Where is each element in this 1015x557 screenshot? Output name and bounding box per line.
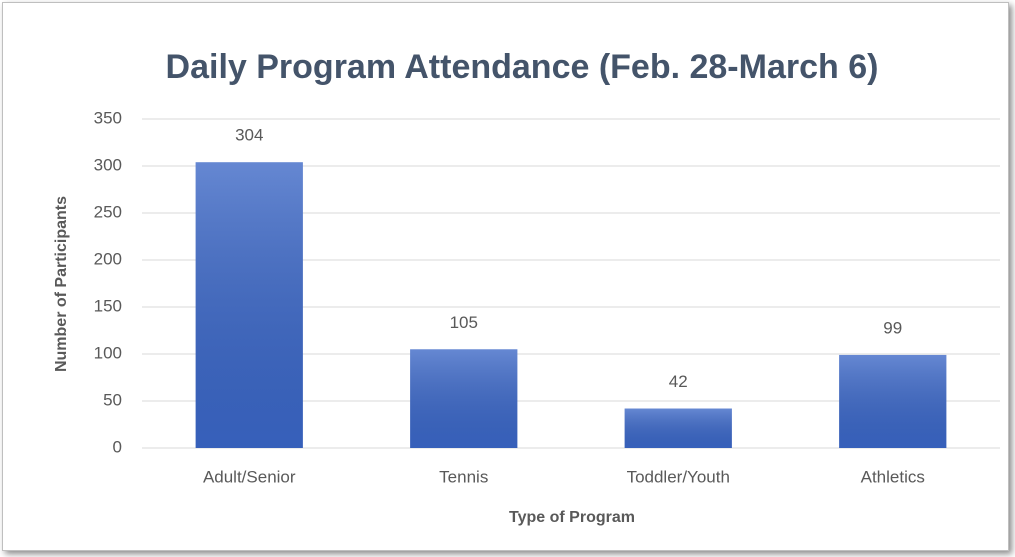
data-label: 304: [235, 126, 263, 145]
chart-title: Daily Program Attendance (Feb. 28-March …: [166, 48, 879, 86]
chart-frame: [2, 2, 1009, 551]
y-tick-label: 50: [103, 390, 122, 409]
y-tick-label: 250: [94, 202, 122, 221]
data-label: 99: [883, 318, 902, 337]
data-label: 105: [450, 313, 478, 332]
x-tick-label: Adult/Senior: [203, 467, 296, 486]
bar: [839, 354, 947, 448]
x-tick-label: Toddler/Youth: [627, 467, 730, 486]
x-axis-title: Type of Program: [509, 509, 635, 526]
data-label: 42: [669, 372, 688, 391]
y-tick-label: 300: [94, 155, 122, 174]
bar: [195, 162, 303, 449]
x-tick-label: Tennis: [439, 467, 488, 486]
y-tick-label: 150: [94, 296, 122, 315]
bar: [410, 349, 518, 448]
y-tick-label: 100: [94, 343, 122, 362]
y-tick-label: 200: [94, 249, 122, 268]
bar: [624, 408, 732, 448]
x-tick-label: Athletics: [861, 467, 925, 486]
y-axis-title: Number of Participants: [53, 196, 70, 372]
y-tick-label: 0: [113, 437, 122, 456]
y-tick-label: 350: [94, 108, 122, 127]
